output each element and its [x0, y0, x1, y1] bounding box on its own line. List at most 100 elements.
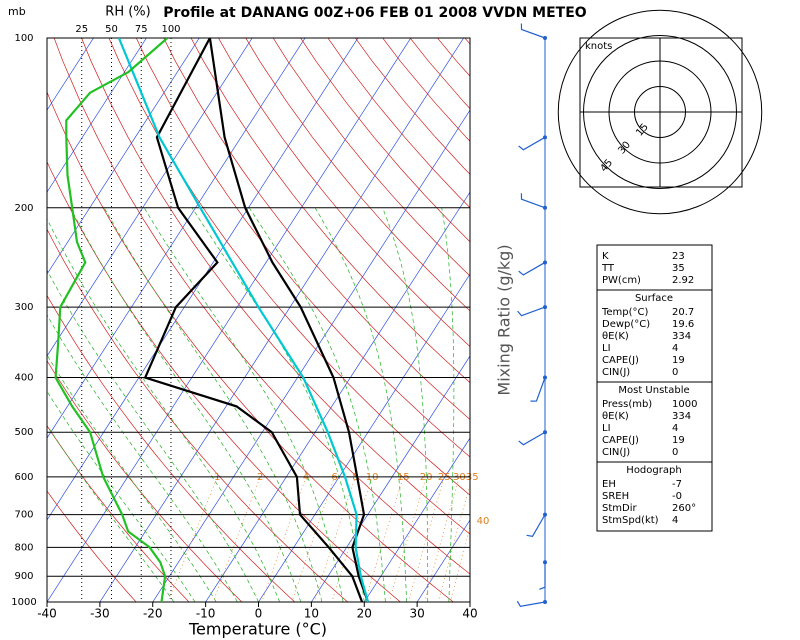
index-value: 0 — [672, 367, 678, 378]
wind-barb — [518, 135, 547, 151]
index-name: CIN(J) — [602, 367, 630, 378]
index-value: 19 — [672, 355, 685, 366]
barb — [518, 136, 546, 151]
dry-adiabat — [47, 160, 402, 602]
dry-adiabat — [218, 38, 470, 347]
index-name: TT — [601, 263, 615, 274]
wind-barb — [516, 600, 547, 608]
y-tick-label: 300 — [14, 302, 33, 313]
mixing-ratio-line — [449, 525, 470, 602]
isotherm — [47, 38, 200, 275]
mixing-ratio-line — [437, 483, 470, 602]
index-name: Press(mb) — [602, 399, 652, 410]
x-tick-label: 40 — [462, 607, 477, 621]
index-value: 0 — [672, 447, 678, 458]
x-tick-label: 30 — [409, 607, 424, 621]
isotherm — [47, 38, 147, 193]
mixing-ratio-line — [388, 476, 427, 602]
dry-adiabat — [190, 38, 470, 384]
dry-adiabat — [47, 294, 296, 602]
dry-adiabat — [47, 228, 349, 602]
barb — [517, 306, 546, 317]
isotherm — [310, 355, 470, 602]
hodo-ring — [583, 35, 737, 189]
index-value: 35 — [672, 263, 685, 274]
hodo-unit: knots — [585, 41, 612, 52]
section-title: Most Unstable — [618, 385, 689, 396]
moist-adiabat — [47, 269, 259, 602]
x-axis-label: Temperature (°C) — [188, 620, 327, 639]
index-value: 20.7 — [672, 307, 694, 318]
barb — [518, 261, 546, 276]
isotherm — [47, 38, 253, 357]
hodo-ring — [608, 60, 712, 164]
wind-barb — [520, 23, 547, 40]
index-name: LI — [602, 343, 611, 354]
mixing-ratio-line — [424, 476, 460, 602]
index-name: PW(cm) — [602, 275, 641, 286]
dry-adiabat — [47, 490, 137, 602]
mixing-ratio-line — [212, 476, 261, 602]
barb — [539, 562, 546, 590]
rh-tick-label: 25 — [75, 24, 88, 35]
moist-adiabat — [314, 207, 407, 602]
y-tick-label: 1000 — [11, 597, 36, 608]
moist-adiabat — [143, 207, 344, 602]
plot-frame — [46, 37, 471, 603]
barb — [518, 431, 546, 446]
wind-barb — [530, 375, 547, 402]
pressure-unit: mb — [8, 5, 26, 18]
isotherm — [99, 38, 465, 602]
dry-adiabat — [135, 38, 470, 458]
dry-adiabat — [47, 91, 454, 602]
dry-adiabat — [245, 38, 470, 312]
y-tick-label: 900 — [14, 571, 33, 582]
index-value: 2.92 — [672, 275, 694, 286]
index-name: EH — [602, 479, 616, 490]
indices-box — [596, 244, 713, 532]
dry-adiabat — [682, 12, 800, 614]
dry-adiabat — [81, 38, 470, 535]
x-tick-label: -40 — [37, 607, 57, 621]
index-name: Temp(°C) — [601, 307, 649, 318]
index-value: 334 — [672, 331, 691, 342]
y-tick-label: 200 — [14, 203, 33, 214]
dry-adiabat — [522, 12, 800, 614]
index-name: θE(K) — [602, 411, 629, 422]
mixing-ratio-line — [167, 476, 218, 602]
index-value: 4 — [672, 515, 678, 526]
rh-tick-label: 50 — [105, 24, 118, 35]
y-tick-label: 500 — [14, 427, 33, 438]
dry-adiabat — [272, 38, 470, 277]
barb — [516, 600, 546, 608]
index-name: θE(K) — [602, 331, 629, 342]
index-value: -7 — [672, 479, 682, 490]
x-tick-label: 10 — [304, 607, 319, 621]
moist-adiabat — [441, 207, 455, 602]
barb — [520, 193, 546, 209]
y-tick-label: 800 — [14, 542, 33, 553]
mixing-ratio-axis-label: Mixing Ratio (g/kg) — [495, 244, 514, 395]
index-value: 334 — [672, 411, 691, 422]
isotherm — [152, 109, 470, 602]
barb — [520, 23, 546, 39]
y-tick-label: 100 — [14, 33, 33, 44]
y-tick-label: 700 — [14, 510, 33, 521]
index-name: Dewp(°C) — [602, 319, 650, 330]
profile-line — [208, 38, 370, 602]
index-name: K — [602, 251, 609, 262]
mixing-ratio-label: 40 — [477, 516, 490, 527]
wind-barb — [539, 560, 547, 590]
dry-adiabat — [108, 38, 470, 496]
x-tick-label: 0 — [255, 607, 263, 621]
isotherm — [0, 12, 4, 614]
index-name: LI — [602, 423, 611, 434]
index-name: StmDir — [602, 503, 637, 514]
index-value: 19 — [672, 435, 685, 446]
isotherm — [47, 38, 306, 439]
index-value: 260° — [672, 503, 696, 514]
wind-barb — [518, 430, 547, 446]
x-tick-label: -10 — [196, 607, 216, 621]
barb — [526, 514, 546, 537]
